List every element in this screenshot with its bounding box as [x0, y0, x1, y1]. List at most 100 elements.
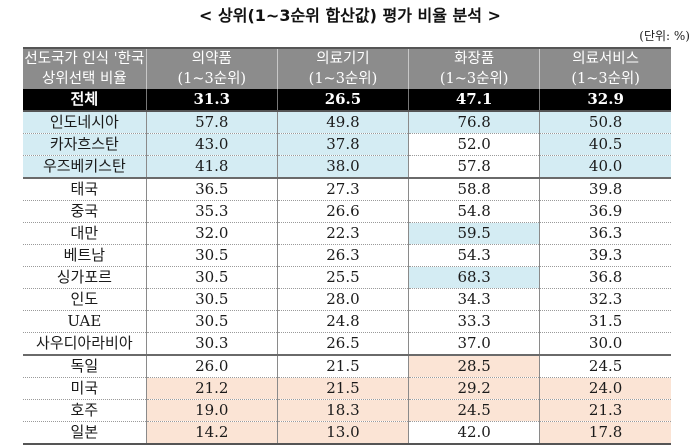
value-cell: 28.5: [408, 355, 541, 378]
value-cell: 36.8: [539, 266, 671, 289]
value-cell: 36.3: [539, 222, 671, 245]
value-cell: 36.5: [146, 178, 278, 201]
value-cell: 39.8: [539, 178, 671, 201]
value-cell: 21.2: [146, 377, 278, 400]
value-cell: 37.8: [277, 133, 410, 156]
value-cell: 30.5: [146, 288, 278, 311]
header-row-1: 선도국가 인식 '한국 의약품 의료기기 화장품 의료서비스: [23, 48, 671, 69]
table-row: 독일 26.0 21.5 28.5 24.5: [23, 355, 671, 378]
value-cell: 29.2: [408, 377, 541, 400]
header-cell: 의료서비스: [539, 48, 671, 69]
ratio-table: 선도국가 인식 '한국 의약품 의료기기 화장품 의료서비스 상위선택 비율 (…: [23, 47, 671, 445]
value-cell: 26.5: [277, 89, 410, 112]
table-row: 인도네시아 57.8 49.8 76.8 50.8: [23, 111, 671, 134]
value-cell: 27.3: [277, 178, 410, 201]
row-label: 대만: [23, 222, 147, 245]
value-cell: 54.8: [408, 200, 541, 223]
value-cell: 34.3: [408, 288, 541, 311]
value-cell: 26.0: [146, 355, 278, 378]
row-label: UAE: [23, 310, 147, 333]
table-row: 베트남 30.5 26.3 54.3 39.3: [23, 244, 671, 267]
row-label: 일본: [23, 421, 147, 445]
table-row: 일본 14.2 13.0 42.0 17.8: [23, 421, 671, 445]
row-label: 독일: [23, 355, 147, 378]
value-cell: 31.3: [146, 89, 278, 112]
value-cell: 32.3: [539, 288, 671, 311]
value-cell: 54.3: [408, 244, 541, 267]
row-label: 싱가포르: [23, 266, 147, 289]
value-cell: 17.8: [539, 421, 671, 445]
row-label: 우즈베키스탄: [23, 155, 147, 179]
row-label: 태국: [23, 178, 147, 201]
row-label: 베트남: [23, 244, 147, 267]
table-row: 우즈베키스탄 41.8 38.0 57.8 40.0: [23, 155, 671, 179]
value-cell: 36.9: [539, 200, 671, 223]
value-cell: 19.0: [146, 399, 278, 422]
value-cell: 32.0: [146, 222, 278, 245]
value-cell: 41.8: [146, 155, 278, 179]
table-row: 대만 32.0 22.3 59.5 36.3: [23, 222, 671, 245]
value-cell: 42.0: [408, 421, 541, 445]
row-label: 호주: [23, 399, 147, 422]
value-cell: 24.5: [539, 355, 671, 378]
value-cell: 35.3: [146, 200, 278, 223]
unit-note: (단위: %): [639, 29, 690, 43]
value-cell: 30.5: [146, 310, 278, 333]
header-cell: 화장품: [408, 48, 541, 69]
value-cell: 30.5: [146, 244, 278, 267]
value-cell: 76.8: [408, 111, 541, 134]
row-label: 인도: [23, 288, 147, 311]
row-label: 인도네시아: [23, 111, 147, 134]
page-title: < 상위(1~3순위 합산값) 평가 비율 분석 >: [199, 6, 501, 25]
value-cell: 26.3: [277, 244, 410, 267]
value-cell: 21.5: [277, 355, 410, 378]
value-cell: 30.3: [146, 332, 278, 356]
value-cell: 22.3: [277, 222, 410, 245]
row-label: 중국: [23, 200, 147, 223]
value-cell: 24.0: [539, 377, 671, 400]
header-cell: (1~3순위): [146, 69, 278, 89]
value-cell: 57.8: [146, 111, 278, 134]
value-cell: 13.0: [277, 421, 410, 445]
table-row: 싱가포르 30.5 25.5 68.3 36.8: [23, 266, 671, 289]
value-cell: 18.3: [277, 399, 410, 422]
value-cell: 59.5: [408, 222, 541, 245]
value-cell: 50.8: [539, 111, 671, 134]
value-cell: 25.5: [277, 266, 410, 289]
value-cell: 40.5: [539, 133, 671, 156]
table-row: UAE 30.5 24.8 33.3 31.5: [23, 310, 671, 333]
value-cell: 21.3: [539, 399, 671, 422]
value-cell: 26.6: [277, 200, 410, 223]
value-cell: 43.0: [146, 133, 278, 156]
table-row: 사우디아라비아 30.3 26.5 37.0 30.0: [23, 332, 671, 356]
table-row: 중국 35.3 26.6 54.8 36.9: [23, 200, 671, 223]
value-cell: 28.0: [277, 288, 410, 311]
table-row: 미국 21.2 21.5 29.2 24.0: [23, 377, 671, 400]
table-row: 인도 30.5 28.0 34.3 32.3: [23, 288, 671, 311]
table-row: 카자흐스탄 43.0 37.8 52.0 40.5: [23, 133, 671, 156]
value-cell: 30.0: [539, 332, 671, 356]
header-cell: 의약품: [146, 48, 278, 69]
value-cell: 40.0: [539, 155, 671, 179]
value-cell: 24.8: [277, 310, 410, 333]
value-cell: 58.8: [408, 178, 541, 201]
row-label: 전체: [23, 89, 147, 112]
header-cell: 의료기기: [277, 48, 410, 69]
value-cell: 24.5: [408, 399, 541, 422]
total-row: 전체 31.3 26.5 47.1 32.9: [23, 89, 671, 112]
value-cell: 14.2: [146, 421, 278, 445]
value-cell: 26.5: [277, 332, 410, 356]
value-cell: 37.0: [408, 332, 541, 356]
header-cell: (1~3순위): [408, 69, 541, 89]
value-cell: 39.3: [539, 244, 671, 267]
value-cell: 33.3: [408, 310, 541, 333]
row-label: 카자흐스탄: [23, 133, 147, 156]
value-cell: 52.0: [408, 133, 541, 156]
header-cell: 선도국가 인식 '한국: [23, 48, 147, 69]
header-cell: 상위선택 비율: [23, 69, 147, 89]
value-cell: 38.0: [277, 155, 410, 179]
header-cell: (1~3순위): [539, 69, 671, 89]
header-cell: (1~3순위): [277, 69, 410, 89]
value-cell: 47.1: [408, 89, 541, 112]
table-row: 호주 19.0 18.3 24.5 21.3: [23, 399, 671, 422]
